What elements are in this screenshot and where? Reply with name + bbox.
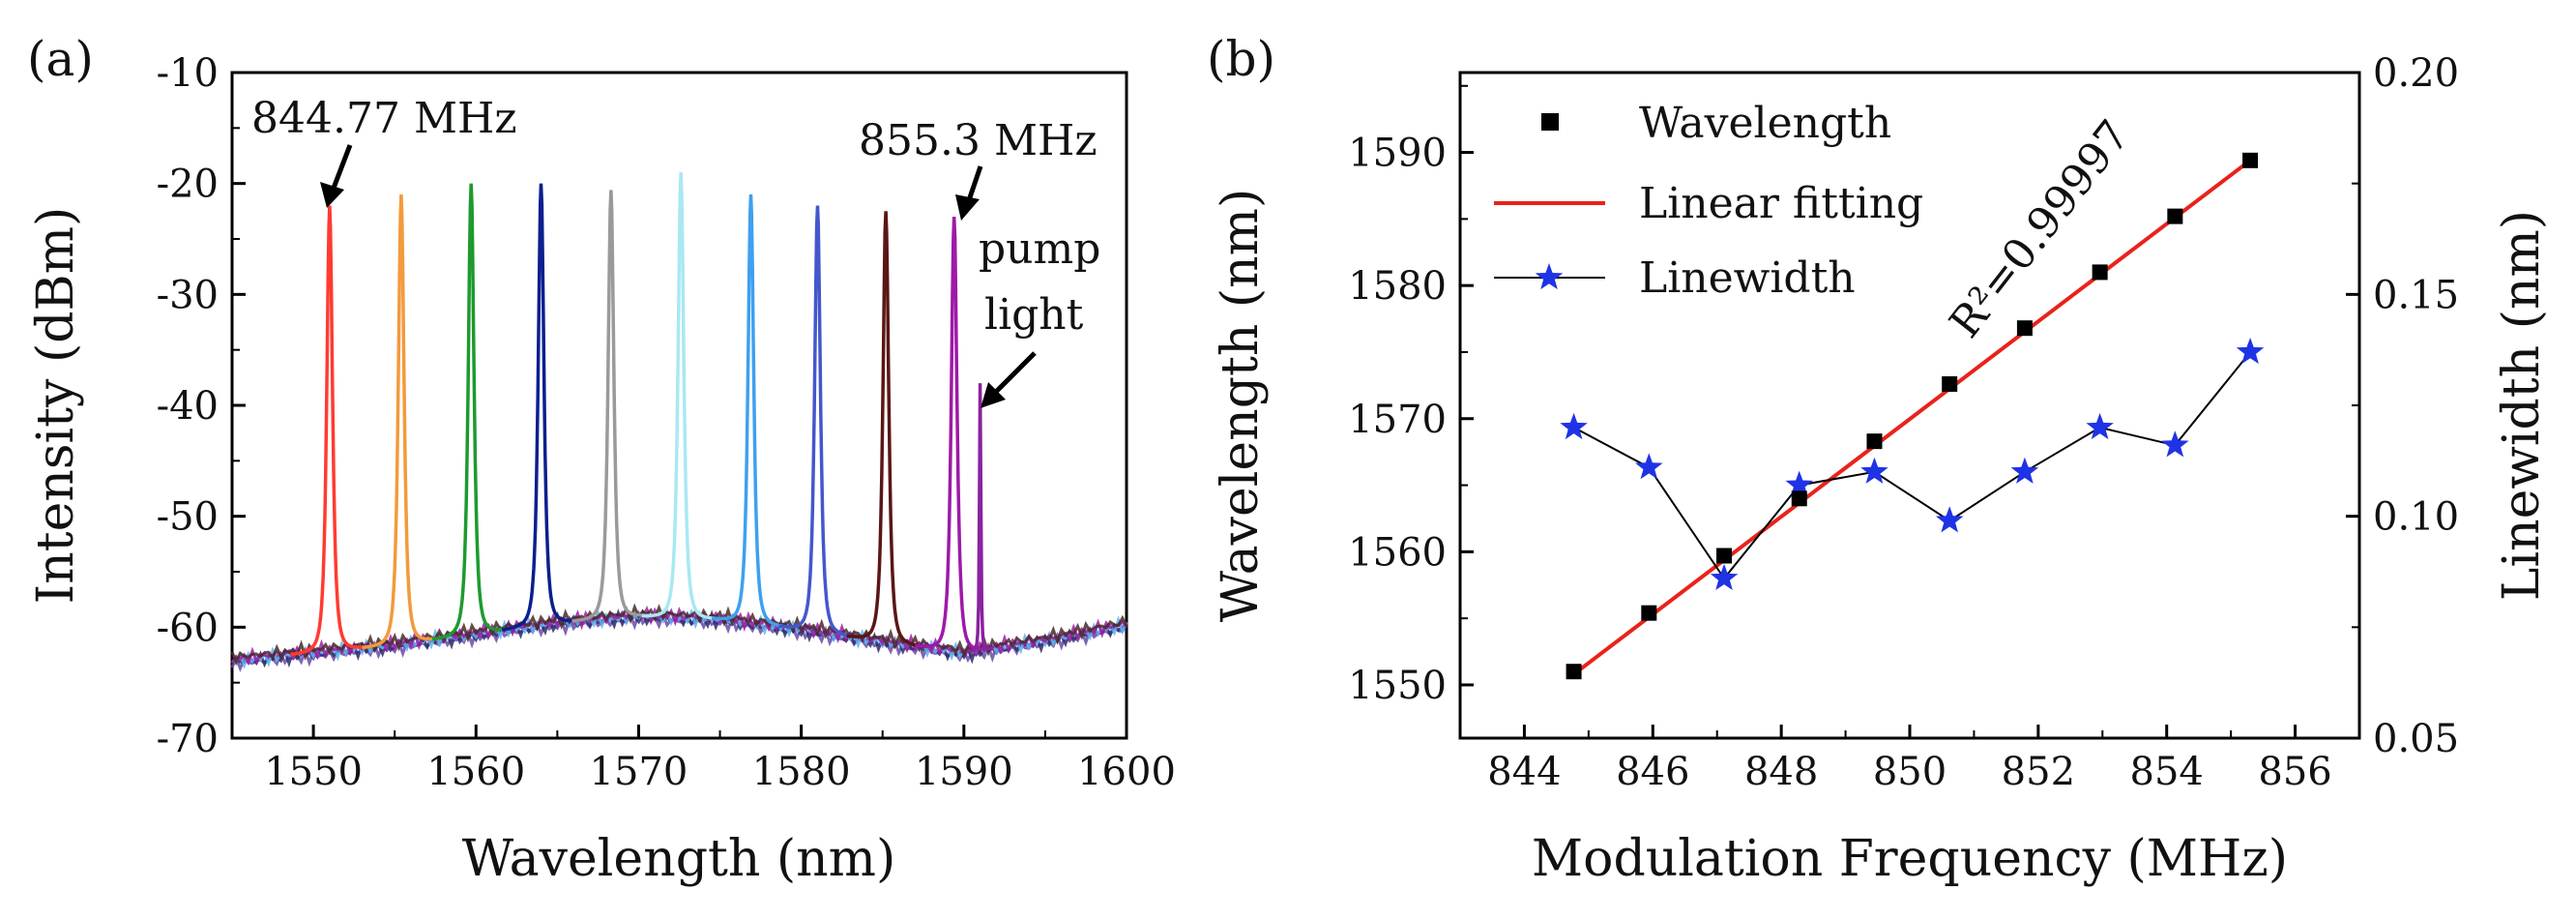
panel-a-noise-floor [230,603,1128,672]
r-squared-label: R²=0.99997 [1940,111,2139,347]
arrow-right [955,165,983,221]
x-tick-label: 854 [2130,750,2204,794]
y-right-tick-label: 0.20 [2373,51,2459,96]
y-tick-label: -40 [157,384,219,429]
panel-b-ticks: 844 846 848 850 852 854 856 1550 1560 1570 1580 159… [1348,51,2459,794]
y-left-tick-label: 1560 [1348,530,1447,575]
wavelength-point [1566,664,1582,680]
annotation-pump-line2: light [984,290,1084,340]
panel-b-frame [1458,71,2361,740]
panel-b-ylabel-right: Linewidth (nm) [2493,210,2551,601]
wavelength-point [1641,605,1657,621]
panel-a-ylabel: Intensity (dBm) [27,207,85,605]
spectrum-peak [431,183,511,641]
x-tick-label: 1580 [752,750,851,794]
annotation-pump-line1: pump [979,224,1100,274]
y-left-tick-label: 1570 [1348,398,1447,442]
y-tick-label: -10 [157,51,219,96]
y-right-tick-label: 0.10 [2373,495,2459,540]
legend-label-wavelength: Wavelength [1639,99,1891,148]
arrow-pump [981,351,1037,408]
panel-b-plot-area: 844 846 848 850 852 854 856 1550 1560 1570 1580 159… [1348,51,2459,794]
annotation-right-frequency: 855.3 MHz [859,116,1098,165]
y-left-tick-label: 1590 [1348,132,1447,176]
spectrum-peak [915,217,994,651]
spectrum-peak [846,211,925,649]
y-tick-label: -30 [157,273,219,317]
panel-b-label: (b) [1207,31,1275,87]
y-tick-label: -50 [157,495,219,540]
wavelength-point [2092,264,2108,281]
y-left-tick-label: 1580 [1348,264,1447,309]
linewidth-point [1560,412,1588,440]
spectrum-peak [501,183,580,632]
y-tick-label: -70 [157,717,219,761]
y-tick-label: -20 [157,163,219,207]
legend-label-fit: Linear fitting [1639,179,1923,228]
linear-fit-line [1572,159,2252,676]
spectrum-peak [571,190,651,623]
panel-b-ylabel-left: Wavelength (nm) [1212,189,1270,623]
wavelength-point [1716,548,1733,564]
spectrum-peak [641,172,720,621]
linewidth-point [1710,563,1739,590]
wavelength-point [1791,490,1807,507]
x-tick-label: 852 [2002,750,2075,794]
x-tick-label: 1560 [426,750,525,794]
wavelength-point [2016,320,2033,337]
linewidth-point [2236,338,2265,365]
wavelength-point [2167,208,2183,224]
linewidth-point [1635,453,1663,480]
spectrum-peak [712,194,791,630]
panel-a-label: (a) [27,31,94,87]
panel-b-xlabel: Modulation Frequency (MHz) [1532,830,2288,888]
panel-a-peaks [290,172,994,657]
x-tick-label: 1590 [915,750,1013,794]
panel-b-fit-line [1572,159,2252,676]
y-left-tick-label: 1550 [1348,664,1447,708]
y-right-tick-label: 0.15 [2373,273,2459,317]
y-right-tick-label: 0.05 [2373,717,2459,761]
spectrum-peak [777,205,858,639]
wavelength-point [1866,433,1883,450]
panel-b-wavelength-series [1566,152,2259,680]
x-tick-label: 856 [2258,750,2331,794]
linewidth-point [1935,506,1964,533]
linewidth-point [1860,457,1888,484]
wavelength-point [1942,375,1958,392]
legend-label-linewidth: Linewidth [1639,253,1856,303]
spectrum-peak [290,205,369,657]
arrow-left [320,144,353,208]
linewidth-connecting-line [1573,351,2251,580]
linewidth-point [2161,430,2189,458]
linewidth-point [2086,412,2114,440]
legend-marker-wavelength [1541,113,1559,131]
x-tick-label: 1600 [1077,750,1176,794]
x-tick-label: 1550 [264,750,363,794]
panel-a-ticks: 1550 1560 1570 1580 1590 1600 -10 -20 -30 -40 -50 -… [157,51,1176,794]
legend: Wavelength Linear fitting Linewidth [1494,99,1923,303]
x-tick-label: 848 [1744,750,1818,794]
linewidth-point [1785,470,1813,497]
spectrum-peak [362,194,441,650]
x-tick-label: 844 [1487,750,1561,794]
wavelength-point [2242,152,2259,168]
panel-a-xlabel: Wavelength (nm) [462,830,896,888]
annotation-left-frequency: 844.77 MHz [251,94,517,143]
panel-a-plot-area: 1550 1560 1570 1580 1590 1600 -10 -20 -30 -40 -50 -… [157,51,1176,794]
legend-marker-linewidth-star [1535,263,1564,290]
linewidth-point [2010,457,2039,484]
x-tick-label: 846 [1616,750,1689,794]
panel-b-linewidth-series [1560,338,2265,590]
x-tick-label: 850 [1873,750,1947,794]
y-tick-label: -60 [157,606,219,650]
pump-light-peak [966,383,994,654]
x-tick-label: 1570 [590,750,688,794]
